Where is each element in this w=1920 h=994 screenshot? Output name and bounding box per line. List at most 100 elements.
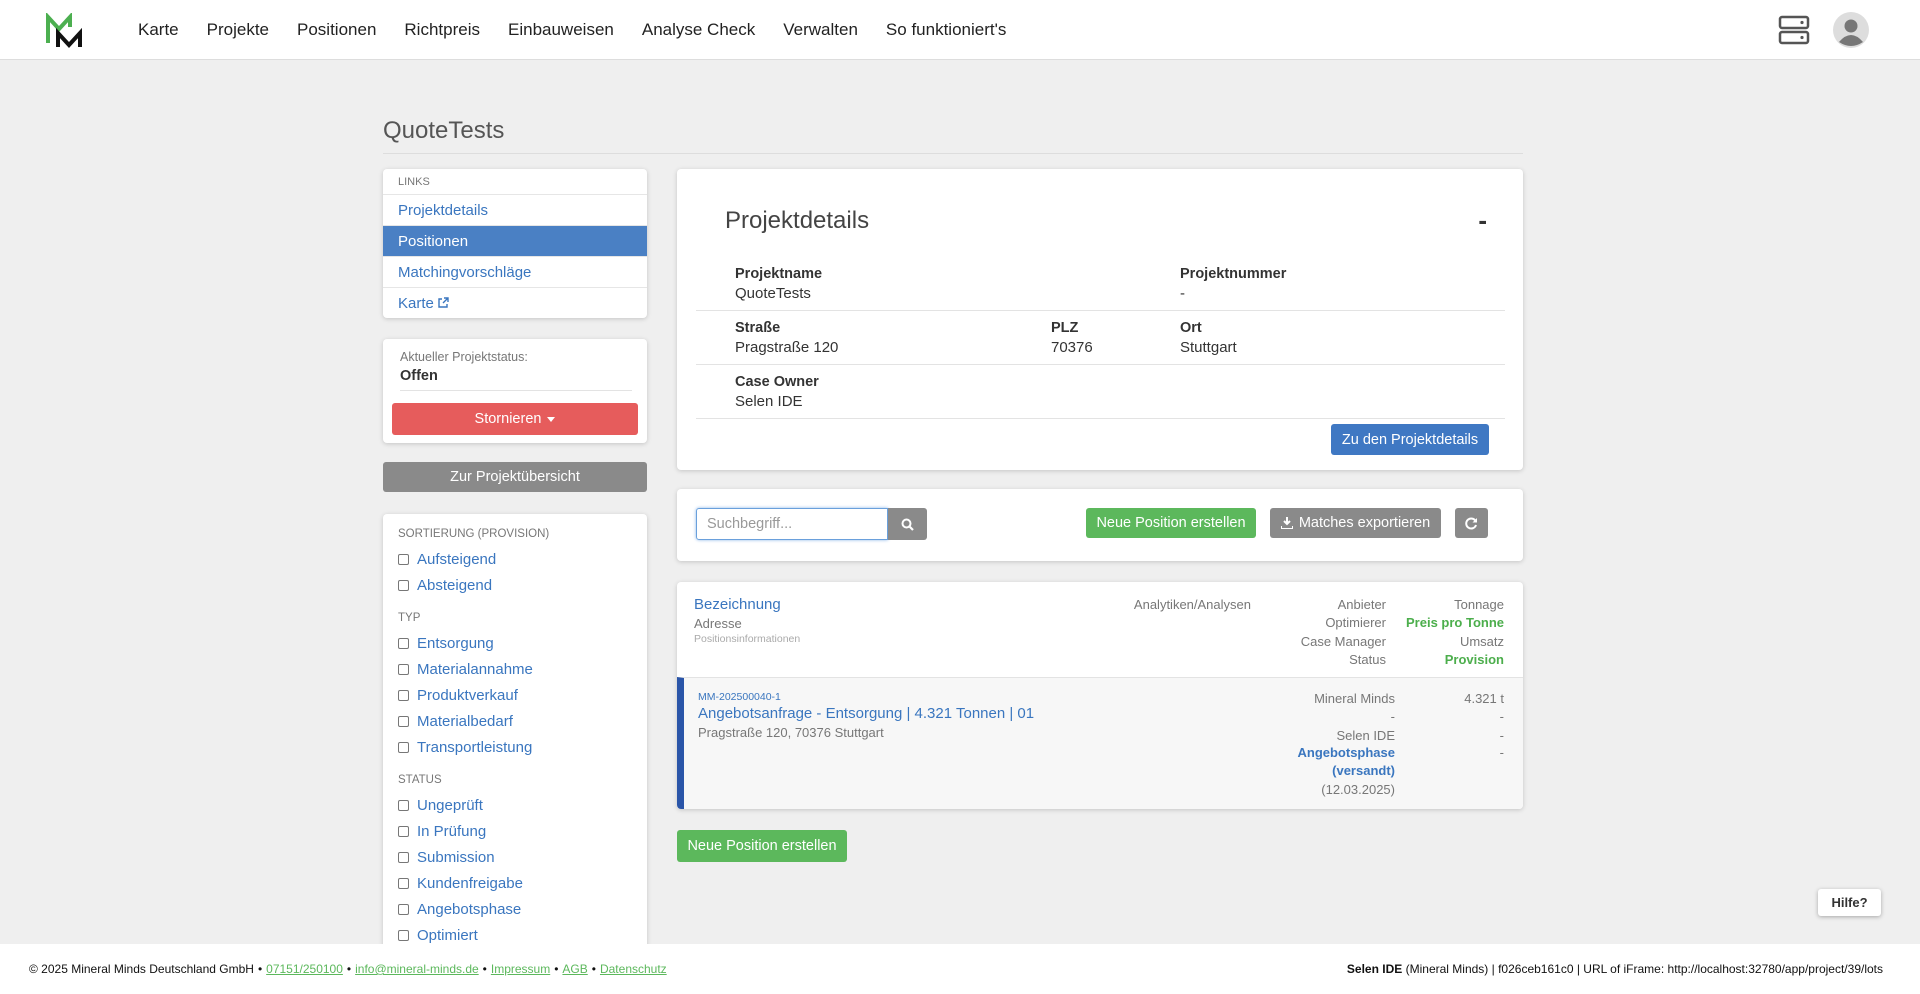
checkbox[interactable] [398,851,409,863]
filter-option[interactable]: Ungeprüft [383,792,647,818]
footer-session: (Mineral Minds) | f026ceb161c0 | URL of … [1405,962,1883,976]
sidebar-link[interactable]: Karte [383,287,647,318]
toolbar: Suchbegriff... Neue Position erstellen M… [677,489,1523,561]
sidebar-link[interactable]: Projektdetails [383,194,647,225]
page-title: QuoteTests [383,117,505,144]
footer-link[interactable]: AGB [562,962,588,976]
footer-link[interactable]: 07151/250100 [266,962,343,976]
new-position-button[interactable]: Neue Position erstellen [1086,508,1256,538]
filter-label: Ungeprüft [417,796,483,814]
export-button[interactable]: Matches exportieren [1270,508,1441,538]
nav-item[interactable]: So funktioniert's [885,20,1007,39]
avatar[interactable] [1833,12,1869,48]
filter-option[interactable]: Submission [383,844,647,870]
field-value: QuoteTests [735,285,811,302]
checkbox[interactable] [398,689,409,701]
checkbox[interactable] [398,579,409,591]
filter-option[interactable]: Produktverkauf [383,682,647,708]
checkbox[interactable] [398,825,409,837]
filter-option[interactable]: Kundenfreigabe [383,870,647,896]
filter-option[interactable]: Materialbedarf [383,708,647,734]
checkbox[interactable] [398,553,409,565]
checkbox[interactable] [398,741,409,753]
row-commission: - [1499,745,1504,760]
server-icon[interactable] [1778,15,1810,45]
filter-option[interactable]: Aufsteigend [383,546,647,572]
footer-link[interactable]: Datenschutz [599,962,667,976]
filter-label: Absteigend [417,576,493,594]
filter-option[interactable]: Transportleistung [383,734,647,760]
details-cell: Ort Stuttgart [1180,318,1505,358]
new-position-label: Neue Position erstellen [1096,515,1246,531]
field-label: Case Owner [735,374,819,390]
sidebar-link[interactable]: Matchingvorschläge [383,256,647,287]
filter-panel: SORTIERUNG (PROVISION) Aufsteigend Absteig… [383,514,647,974]
footer-link[interactable]: Impressum [490,962,551,976]
bottom-new-button[interactable]: Neue Position erstellen [677,830,847,862]
sidebar-link-label: Positionen [398,233,469,250]
footer-right: Selen IDE (Mineral Minds) | f026ceb161c0… [1347,962,1883,976]
row-optimizer: - [1390,709,1395,724]
filter-label: Submission [417,848,495,866]
checkbox[interactable] [398,663,409,675]
sidebar-link[interactable]: Positionen [383,225,647,256]
cancel-button[interactable]: Stornieren [392,403,638,435]
filter-option[interactable]: In Prüfung [383,818,647,844]
overview-button[interactable]: Zur Projektübersicht [383,462,647,492]
checkbox[interactable] [398,929,409,941]
nav-item[interactable]: Projekte [206,20,270,39]
row-revenue: - [1499,728,1504,743]
filter-label: Optimiert [417,926,478,944]
filter-option[interactable]: Absteigend [383,572,647,598]
checkbox[interactable] [398,903,409,915]
filter-option[interactable]: Angebotsphase [383,896,647,922]
filter-label: In Prüfung [417,822,487,840]
checkbox[interactable] [398,799,409,811]
separator: • [591,962,596,976]
footer-link[interactable]: info@mineral-minds.de [355,962,479,976]
header-revenue: Umsatz [1459,634,1504,649]
sidebar-link-label: Matchingvorschläge [398,264,532,281]
filter-heading: SORTIERUNG (PROVISION) [398,528,550,540]
help-button[interactable]: Hilfe? [1818,889,1881,916]
details-cell: Case Owner Selen IDE [735,372,1051,412]
cancel-label: Stornieren [474,411,542,427]
status-label: Aktueller Projektstatus: [400,350,528,364]
download-icon [1280,517,1293,529]
search-button[interactable] [888,508,927,540]
details-row: Case Owner Selen IDE [696,365,1505,419]
details-button[interactable]: Zu den Projektdetails [1331,424,1489,455]
filter-option[interactable]: Materialannahme [383,656,647,682]
filter-option[interactable]: Entsorgung [383,630,647,656]
row-status: Angebotsphase [1297,745,1395,760]
nav-item[interactable]: Analyse Check [641,20,756,39]
caret [547,416,556,422]
field-label: Ort [1180,320,1202,336]
logo[interactable] [46,13,84,49]
field-value: Selen IDE [735,393,803,410]
field-label: Projektnummer [1180,266,1287,282]
position-row[interactable]: MM-202500040-1 Angebotsanfrage - Entsorg… [677,677,1523,809]
checkbox[interactable] [398,715,409,727]
nav-item[interactable]: Positionen [297,20,377,39]
header-optimizer: Optimierer [1325,615,1386,630]
checkbox[interactable] [398,637,409,649]
details-title: Projektdetails [725,207,870,234]
links-panel: LINKS Projektdetails Positionen Matchingvo… [383,169,647,318]
nav-item[interactable]: Verwalten [783,20,858,39]
footer-user: Selen IDE [1346,962,1403,976]
refresh-button[interactable] [1455,508,1488,538]
nav-item[interactable]: Einbauweisen [508,20,614,39]
search-input[interactable]: Suchbegriff... [696,508,888,540]
nav-item[interactable]: Richtpreis [404,20,480,39]
navbar: Karte Projekte Positionen Richtpreis Einbauw… [0,0,1920,60]
filter-option[interactable]: Optimiert [383,922,647,948]
filter-label: Materialannahme [417,660,533,678]
row-title[interactable]: Angebotsanfrage - Entsorgung | 4.321 Ton… [698,705,1035,722]
collapse-toggle[interactable]: - [1478,205,1487,235]
nav-item[interactable]: Karte [138,20,179,39]
header-name[interactable]: Bezeichnung [694,596,781,613]
header-status: Status [1349,652,1386,667]
checkbox[interactable] [398,877,409,889]
status-value: Offen [400,368,632,391]
